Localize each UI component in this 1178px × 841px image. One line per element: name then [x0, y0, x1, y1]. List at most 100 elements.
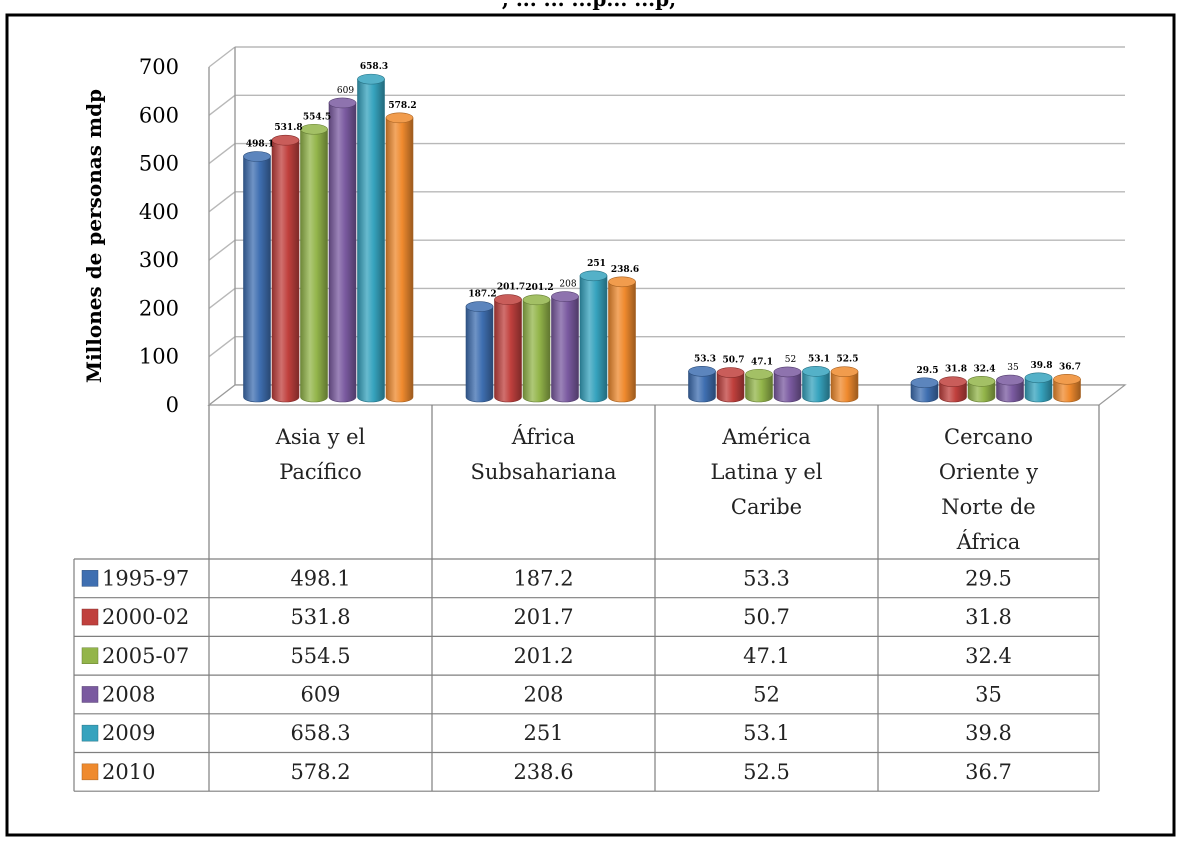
- bar-top: [688, 365, 716, 377]
- bar-top: [243, 151, 271, 162]
- table-cell: 554.5: [290, 644, 350, 668]
- bar-body: [328, 102, 357, 403]
- bar: [802, 366, 830, 403]
- bar: [830, 366, 859, 403]
- table-cell: 187.2: [513, 566, 573, 590]
- bar: [357, 73, 385, 403]
- legend-swatch: [81, 647, 99, 664]
- bar-body: [996, 379, 1024, 403]
- data-label: 658.3: [360, 62, 388, 72]
- data-label: 498.1: [246, 139, 274, 149]
- bar-body: [745, 373, 773, 403]
- table-cell: 47.1: [743, 644, 790, 668]
- data-label: 32.4: [974, 364, 996, 374]
- bar: [243, 151, 271, 403]
- data-label: 187.2: [468, 290, 496, 300]
- y-tick-label: 400: [139, 200, 179, 224]
- bar-top: [910, 377, 939, 389]
- bar-body: [271, 139, 300, 403]
- bar-body: [716, 372, 745, 403]
- table-cell: 201.7: [513, 605, 573, 629]
- gridline-side: [208, 46, 236, 68]
- bar-body: [385, 117, 414, 403]
- legend-swatch: [81, 763, 99, 781]
- legend-label: 2010: [102, 760, 155, 784]
- data-label: 201.7: [497, 283, 525, 293]
- bar-body: [608, 281, 636, 403]
- data-label: 52: [785, 355, 796, 365]
- outer-frame: [5, 13, 1176, 837]
- y-tick-label: 100: [139, 345, 179, 369]
- table-cell: 658.3: [290, 721, 350, 745]
- bar: [328, 97, 357, 403]
- bar-top: [1053, 373, 1081, 385]
- data-label: 609: [337, 86, 354, 96]
- category-label: Asia y el: [275, 425, 366, 449]
- table-cell: 531.8: [290, 605, 350, 629]
- bar: [551, 291, 579, 403]
- chart-floor: [207, 384, 1127, 406]
- table-cell: 32.4: [965, 644, 1012, 668]
- bar-body: [830, 371, 859, 403]
- bar-body: [300, 128, 328, 403]
- bar: [773, 366, 802, 403]
- bar-top: [551, 291, 579, 302]
- bar: [745, 368, 773, 403]
- bar-body: [1053, 378, 1081, 403]
- data-label: 39.8: [1031, 361, 1053, 371]
- bar-top: [494, 294, 522, 305]
- bar: [1053, 373, 1081, 403]
- bar-top: [608, 276, 636, 288]
- data-label: 531.8: [274, 123, 302, 133]
- table-cell: 31.8: [965, 605, 1012, 629]
- bar-body: [357, 78, 385, 403]
- bar: [608, 276, 636, 403]
- legend-label: 2005-07: [102, 644, 189, 668]
- bar-body: [551, 296, 579, 403]
- bar: [910, 377, 939, 403]
- data-label: 35: [1007, 363, 1019, 373]
- bar-top: [996, 374, 1024, 386]
- bar: [688, 365, 716, 403]
- gridline-side: [208, 94, 236, 116]
- legend-swatch: [81, 686, 99, 703]
- table-cell: 578.2: [290, 760, 350, 784]
- bar-top: [1024, 372, 1053, 384]
- data-label: 36.7: [1059, 362, 1081, 372]
- y-tick-label: 300: [139, 248, 179, 272]
- data-label: 52.5: [837, 355, 859, 365]
- category-label: Caribe: [731, 495, 802, 519]
- bar: [494, 294, 522, 403]
- data-label: 47.1: [751, 357, 773, 367]
- bar: [1024, 372, 1053, 403]
- table-cell: 238.6: [513, 760, 573, 784]
- gridline-side: [208, 336, 236, 358]
- bar: [522, 294, 551, 403]
- table-cell: 52.5: [743, 760, 790, 784]
- table-cell: 201.2: [513, 644, 573, 668]
- table-cell: 35: [975, 682, 1002, 706]
- bar-body: [688, 370, 716, 403]
- bar: [271, 134, 300, 403]
- category-label: África: [511, 425, 576, 449]
- bar-body: [910, 382, 939, 403]
- table-cell: 609: [300, 682, 340, 706]
- data-label: 554.5: [303, 112, 331, 122]
- data-label: 53.1: [808, 354, 830, 364]
- data-label: 50.7: [723, 356, 745, 366]
- data-label: 53.3: [694, 354, 716, 364]
- legend-label: 2008: [102, 682, 155, 706]
- category-label: Pacífico: [279, 460, 362, 484]
- bar-body: [1024, 377, 1053, 403]
- bar-body: [967, 381, 996, 403]
- data-label: 578.2: [388, 101, 416, 111]
- bar-top: [830, 366, 859, 377]
- category-label: Oriente y: [939, 460, 1038, 484]
- bar: [716, 367, 745, 403]
- bar-top: [522, 294, 551, 306]
- bar-top: [773, 366, 802, 378]
- bar: [300, 123, 328, 403]
- bar-top: [465, 301, 494, 312]
